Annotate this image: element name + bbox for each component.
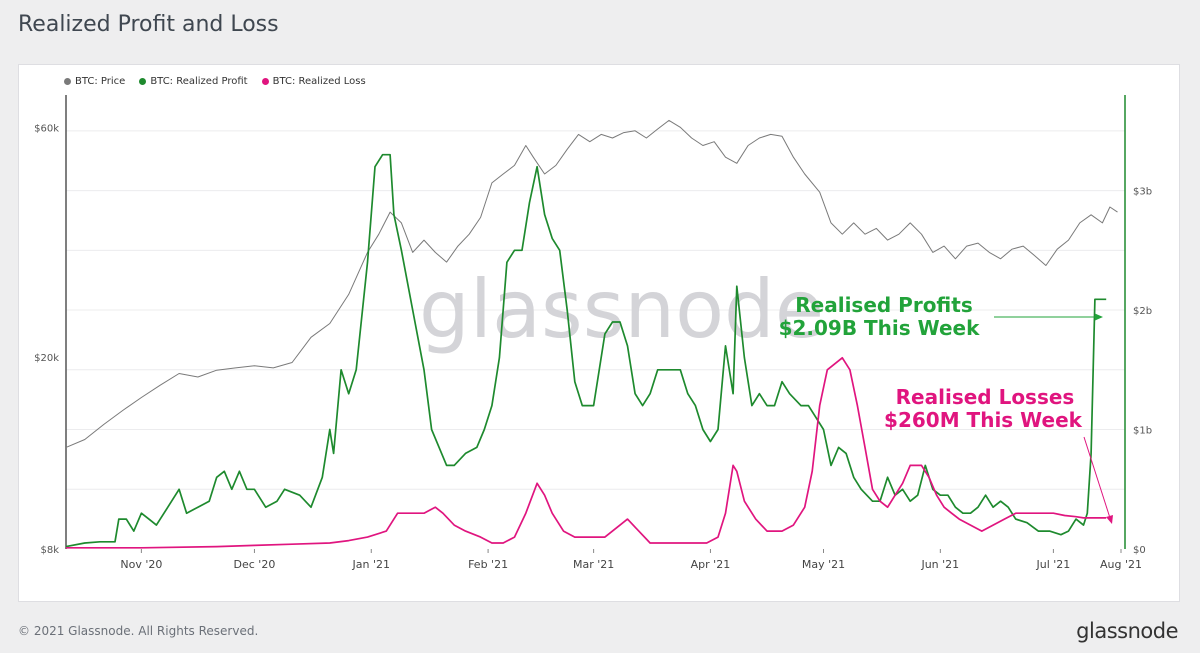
page-title: Realized Profit and Loss [18,12,279,37]
annotation-loss-line2: $260M This Week [884,408,1083,432]
annotation-profit-line1: Realised Profits [795,293,972,317]
glassnode-logo: glassnode [1076,619,1178,643]
y-right-tick-label: $3b [1133,187,1152,198]
footer-copyright: © 2021 Glassnode. All Rights Reserved. [18,624,259,638]
x-tick-label: Mar '21 [573,558,614,571]
legend-dot-realized-profit [139,78,147,85]
chart-svg: glassnode $8k $20k $60k $0 $1b $2b $3b Nov '20 D… [34,95,1152,571]
annotation-profit-arrowhead [1095,313,1103,321]
y-right-tick-label: $1b [1133,426,1152,437]
legend-item-price[interactable]: BTC: Price [64,76,125,87]
legend-label-realized-profit: BTC: Realized Profit [150,76,248,87]
legend-dot-price [64,78,71,85]
y-left-tick-label: $60k [34,123,59,134]
x-tick-label: Jun '21 [920,558,959,571]
legend: BTC: Price BTC: Realized Profit BTC: Rea… [64,76,366,87]
series-price-line [65,119,1118,448]
annotation-loss-line1: Realised Losses [896,385,1075,409]
legend-item-realized-profit[interactable]: BTC: Realized Profit [139,76,248,87]
x-tick-label: Dec '20 [234,558,276,571]
grid-lines [66,130,1125,490]
series-group [65,119,1118,549]
annotation-profit-line2: $2.09B This Week [779,316,981,340]
annotations-group: Realised Profits $2.09B This Week Realis… [779,293,1113,524]
annotation-loss-arrow [1083,436,1111,519]
x-tick-label: Apr '21 [691,558,731,571]
y-right-tick-label: $2b [1133,306,1152,317]
series-realized-profit-line [65,153,1107,548]
watermark-text: glassnode [419,263,824,356]
legend-label-realized-loss: BTC: Realized Loss [272,76,366,87]
legend-item-realized-loss[interactable]: BTC: Realized Loss [261,76,366,87]
chart-card: BTC: Price BTC: Realized Profit BTC: Rea… [18,64,1180,602]
legend-label-price: BTC: Price [75,76,126,87]
x-tick-label: Nov '20 [120,558,162,571]
x-tick-label: Jan '21 [352,558,390,571]
axes: $8k $20k $60k $0 $1b $2b $3b Nov '20 Dec '20 Jan … [34,95,1152,571]
legend-dot-realized-loss [261,78,269,85]
x-tick-label: May '21 [802,558,845,571]
annotation-loss-arrowhead [1106,515,1113,524]
y-left-tick-label: $8k [40,545,59,556]
y-left-tick-label: $20k [34,353,59,364]
series-realized-loss-line [66,356,1107,549]
x-tick-label: Jul '21 [1035,558,1070,571]
x-tick-label: Feb '21 [468,558,508,571]
x-tick-label: Aug '21 [1100,558,1142,571]
y-right-tick-label: $0 [1133,545,1146,556]
